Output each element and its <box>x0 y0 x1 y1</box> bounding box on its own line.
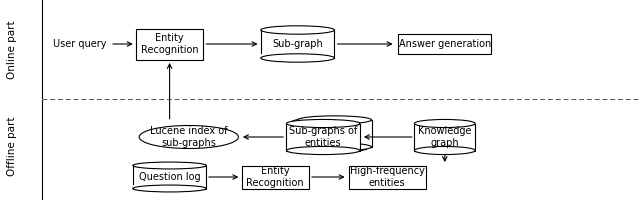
Ellipse shape <box>261 54 335 62</box>
Bar <box>133 166 206 188</box>
Bar <box>415 123 475 150</box>
Ellipse shape <box>133 162 207 169</box>
Text: Entity
Recognition: Entity Recognition <box>141 33 198 55</box>
Bar <box>134 185 206 188</box>
FancyBboxPatch shape <box>242 166 309 188</box>
Ellipse shape <box>298 143 372 151</box>
Text: High-frequency
entities: High-frequency entities <box>350 166 424 188</box>
Ellipse shape <box>415 146 475 155</box>
Bar <box>261 30 335 58</box>
Ellipse shape <box>292 145 366 153</box>
Ellipse shape <box>292 118 366 126</box>
Ellipse shape <box>133 185 207 192</box>
Text: Answer generation: Answer generation <box>399 39 491 49</box>
Ellipse shape <box>298 116 372 124</box>
FancyBboxPatch shape <box>136 28 204 60</box>
Bar <box>262 54 334 58</box>
FancyBboxPatch shape <box>398 34 492 54</box>
Text: Lucene index of
sub-graphs: Lucene index of sub-graphs <box>150 126 228 148</box>
Text: Sub-graphs of
entities: Sub-graphs of entities <box>289 126 357 148</box>
Text: Question log: Question log <box>139 172 200 182</box>
Text: Knowledge
graph: Knowledge graph <box>418 126 472 148</box>
Ellipse shape <box>287 119 360 128</box>
Text: Online part: Online part <box>6 21 17 79</box>
Ellipse shape <box>140 126 238 148</box>
Text: Sub-graph: Sub-graph <box>272 39 323 49</box>
Bar <box>415 146 474 150</box>
Bar <box>287 123 360 150</box>
Text: User query: User query <box>53 39 107 49</box>
Bar <box>298 120 371 147</box>
Ellipse shape <box>415 119 475 128</box>
Text: Offline part: Offline part <box>6 116 17 176</box>
Ellipse shape <box>287 146 360 155</box>
Bar <box>287 146 360 150</box>
Text: Entity
Recognition: Entity Recognition <box>246 166 304 188</box>
Bar <box>292 122 366 149</box>
Ellipse shape <box>261 26 335 34</box>
FancyBboxPatch shape <box>349 166 426 188</box>
